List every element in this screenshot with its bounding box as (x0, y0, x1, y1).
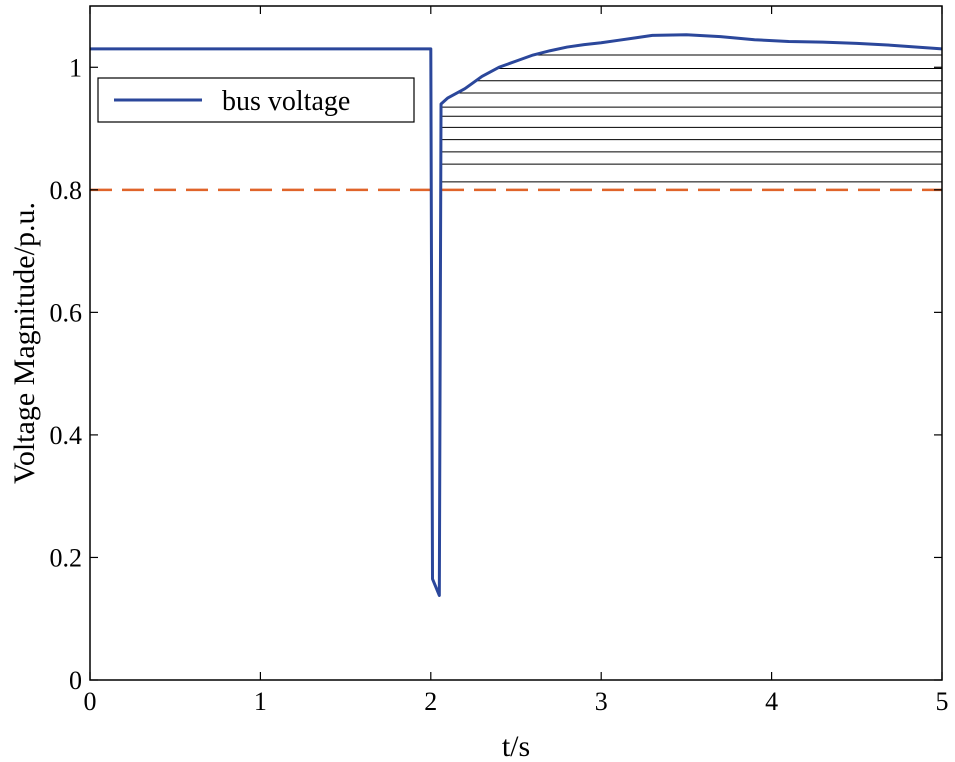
legend: bus voltage (97, 77, 415, 123)
x-axis-title: t/s (502, 730, 530, 762)
y-axis-title: Voltage Magnitude/p.u. (8, 202, 41, 484)
plot-frame (89, 5, 943, 681)
axis-ticks: 0 1 2 3 4 5 0 0.2 0.4 0.6 0.8 1 (50, 6, 949, 716)
y-tick-label: 1 (69, 53, 82, 82)
x-tick-label: 0 (84, 687, 97, 716)
series-line-bus-voltage (90, 33, 943, 597)
legend-label-bus-voltage: bus voltage (222, 86, 350, 117)
y-tick-label: 0.8 (50, 176, 83, 205)
y-tick-label: 0 (69, 666, 82, 695)
x-tick-label: 3 (595, 687, 608, 716)
hatch-region (440, 54, 942, 183)
x-tick-label: 4 (765, 687, 778, 716)
series-layer (90, 33, 943, 597)
x-tick-label: 2 (424, 687, 437, 716)
x-tick-label: 5 (936, 687, 949, 716)
y-tick-label: 0.6 (50, 298, 83, 327)
x-tick-label: 1 (254, 687, 267, 716)
y-tick-label: 0.4 (50, 421, 83, 450)
y-tick-label: 0.2 (50, 543, 83, 572)
